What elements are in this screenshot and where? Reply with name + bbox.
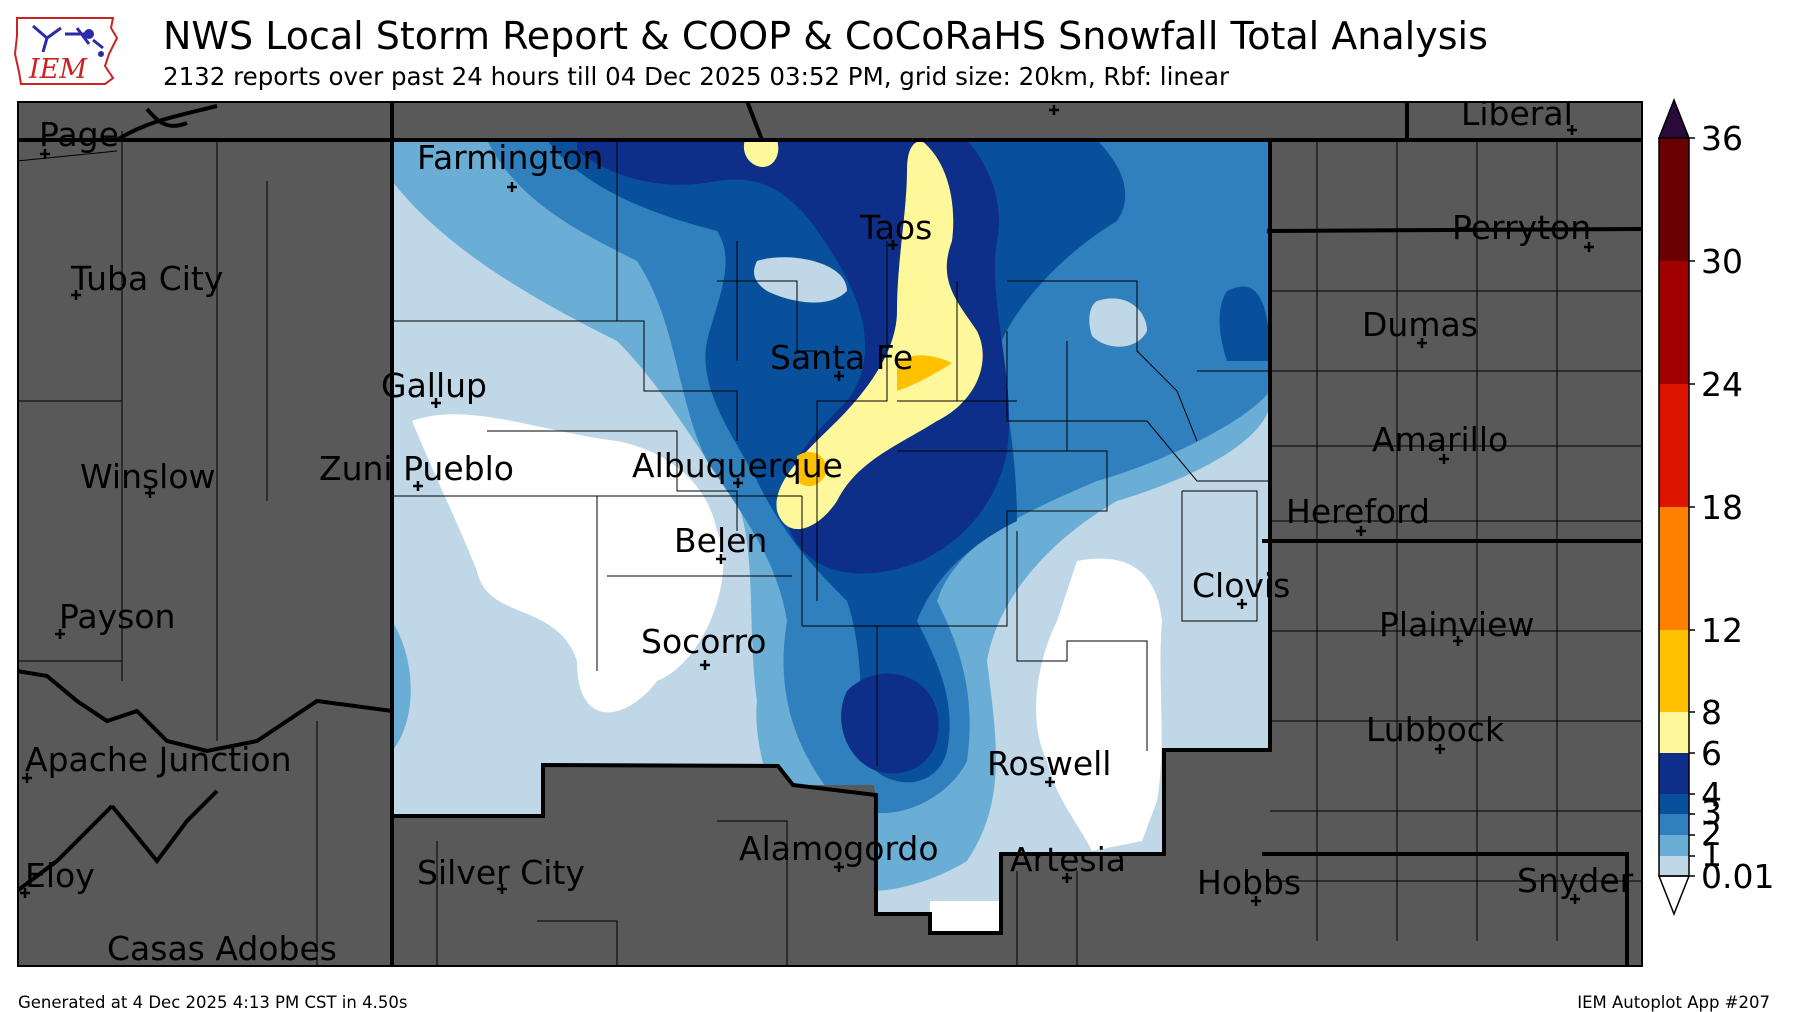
city-label: Plainview [1379,605,1534,644]
colorbar-tick-label: 0.01 [1701,857,1774,896]
city-markers [20,105,1594,906]
colorbar-segment-0-1 [1659,856,1689,876]
snow-contour-8 [897,355,952,391]
snow-contour-1 [1089,298,1147,347]
city-label: Perryton [1452,208,1591,247]
city-label: Socorro [641,622,767,661]
colorbar-segment-8-12 [1659,630,1689,712]
colorbar-segment-30-36 [1659,138,1689,261]
city-label: Snyder [1517,861,1634,900]
city-label: Taos [859,208,932,247]
chart-title: NWS Local Storm Report & COOP & CoCoRaHS… [163,14,1488,58]
snow-contour-4 [841,673,939,774]
colorbar-segment-2-3 [1659,814,1689,835]
city-label: Apache Junction [25,740,292,779]
snowfall-map: Page Farmington Tuba City Taos Liberal P… [17,101,1643,967]
colorbar-tick-label: 8 [1701,693,1722,732]
colorbar-tick-label: 1 [1701,835,1722,874]
snow-contour-6 [743,140,779,167]
generated-timestamp: Generated at 4 Dec 2025 4:13 PM CST in 4… [18,993,408,1012]
colorbar-segment-4-6 [1659,753,1689,794]
colorbar-segment-18-24 [1659,384,1689,507]
snow-contour-3 [1219,286,1270,361]
city-label: Clovis [1192,566,1290,605]
chart-subtitle: 2132 reports over past 24 hours till 04 … [163,62,1230,91]
city-label: Gallup [381,366,487,405]
colorbar-over-triangle [1657,98,1691,139]
city-label: Winslow [80,457,216,496]
city-label: Page [39,115,119,154]
app-label: IEM Autoplot App #207 [1577,993,1770,1012]
city-label: Dumas [1362,305,1478,344]
colorbar-segment-24-30 [1659,261,1689,384]
map-frame [17,101,1643,967]
state-borders [17,101,1643,967]
snow-contour-1 [754,257,847,303]
colorbar-tick-labels: 36 30 24 18 12 8 6 4 3 2 1 0.01 [1701,119,1774,896]
city-labels: Page Farmington Tuba City Taos Liberal P… [25,101,1634,967]
colorbar-ticks [1689,137,1695,877]
city-label: Payson [59,597,175,636]
colorbar-tick-label: 30 [1701,242,1743,281]
colorbar-segment-6-8 [1659,712,1689,753]
colorbar-tick-label: 18 [1701,488,1743,527]
city-label: Amarillo [1372,420,1508,459]
colorbar-tick-label: 4 [1701,775,1722,814]
city-label: Artesia [1010,840,1126,879]
snow-contour-8 [797,451,827,487]
city-label: Tuba City [70,259,223,298]
colorbar-segment-12-18 [1659,507,1689,630]
logo-text: IEM [28,54,88,85]
city-label: Belen [674,521,767,560]
colorbar-tick-label: 2 [1701,814,1722,853]
city-label: Santa Fe [770,338,913,377]
city-label: Farmington [417,138,603,177]
city-label: Liberal [1461,101,1573,133]
no-snow-area [930,901,1001,933]
no-snow-area [1036,558,1162,851]
snow-contour-6 [776,141,983,530]
no-snow-area [412,414,724,713]
colorbar-segment-3-4 [1659,794,1689,814]
weather-symbol-icon [32,24,104,53]
city-label: Eloy [25,856,95,895]
colorbar-tick-label: 24 [1701,365,1743,404]
new-mexico-snowfall-analysis [392,140,1270,933]
city-label: Zuni Pueblo [319,449,514,488]
city-label: Hereford [1286,492,1430,531]
colorbar-tick-label: 36 [1701,119,1743,158]
colorbar: 36 30 24 18 12 8 6 4 3 2 1 0.01 [1657,98,1774,917]
iem-logo: IEM [13,17,119,85]
city-label: Casas Adobes [107,929,337,967]
colorbar-segments [1657,98,1691,917]
colorbar-tick-label: 6 [1701,734,1722,773]
city-label: Hobbs [1197,863,1301,902]
colorbar-tick-label: 12 [1701,611,1743,650]
snow-contour-1 [392,621,411,751]
colorbar-under-triangle [1657,875,1691,917]
city-label: Alamogordo [739,829,939,868]
colorbar-segment-1-2 [1659,835,1689,856]
colorbar-tick-label: 3 [1701,793,1722,832]
city-label: Lubbock [1366,710,1505,749]
city-label: Roswell [987,744,1111,783]
